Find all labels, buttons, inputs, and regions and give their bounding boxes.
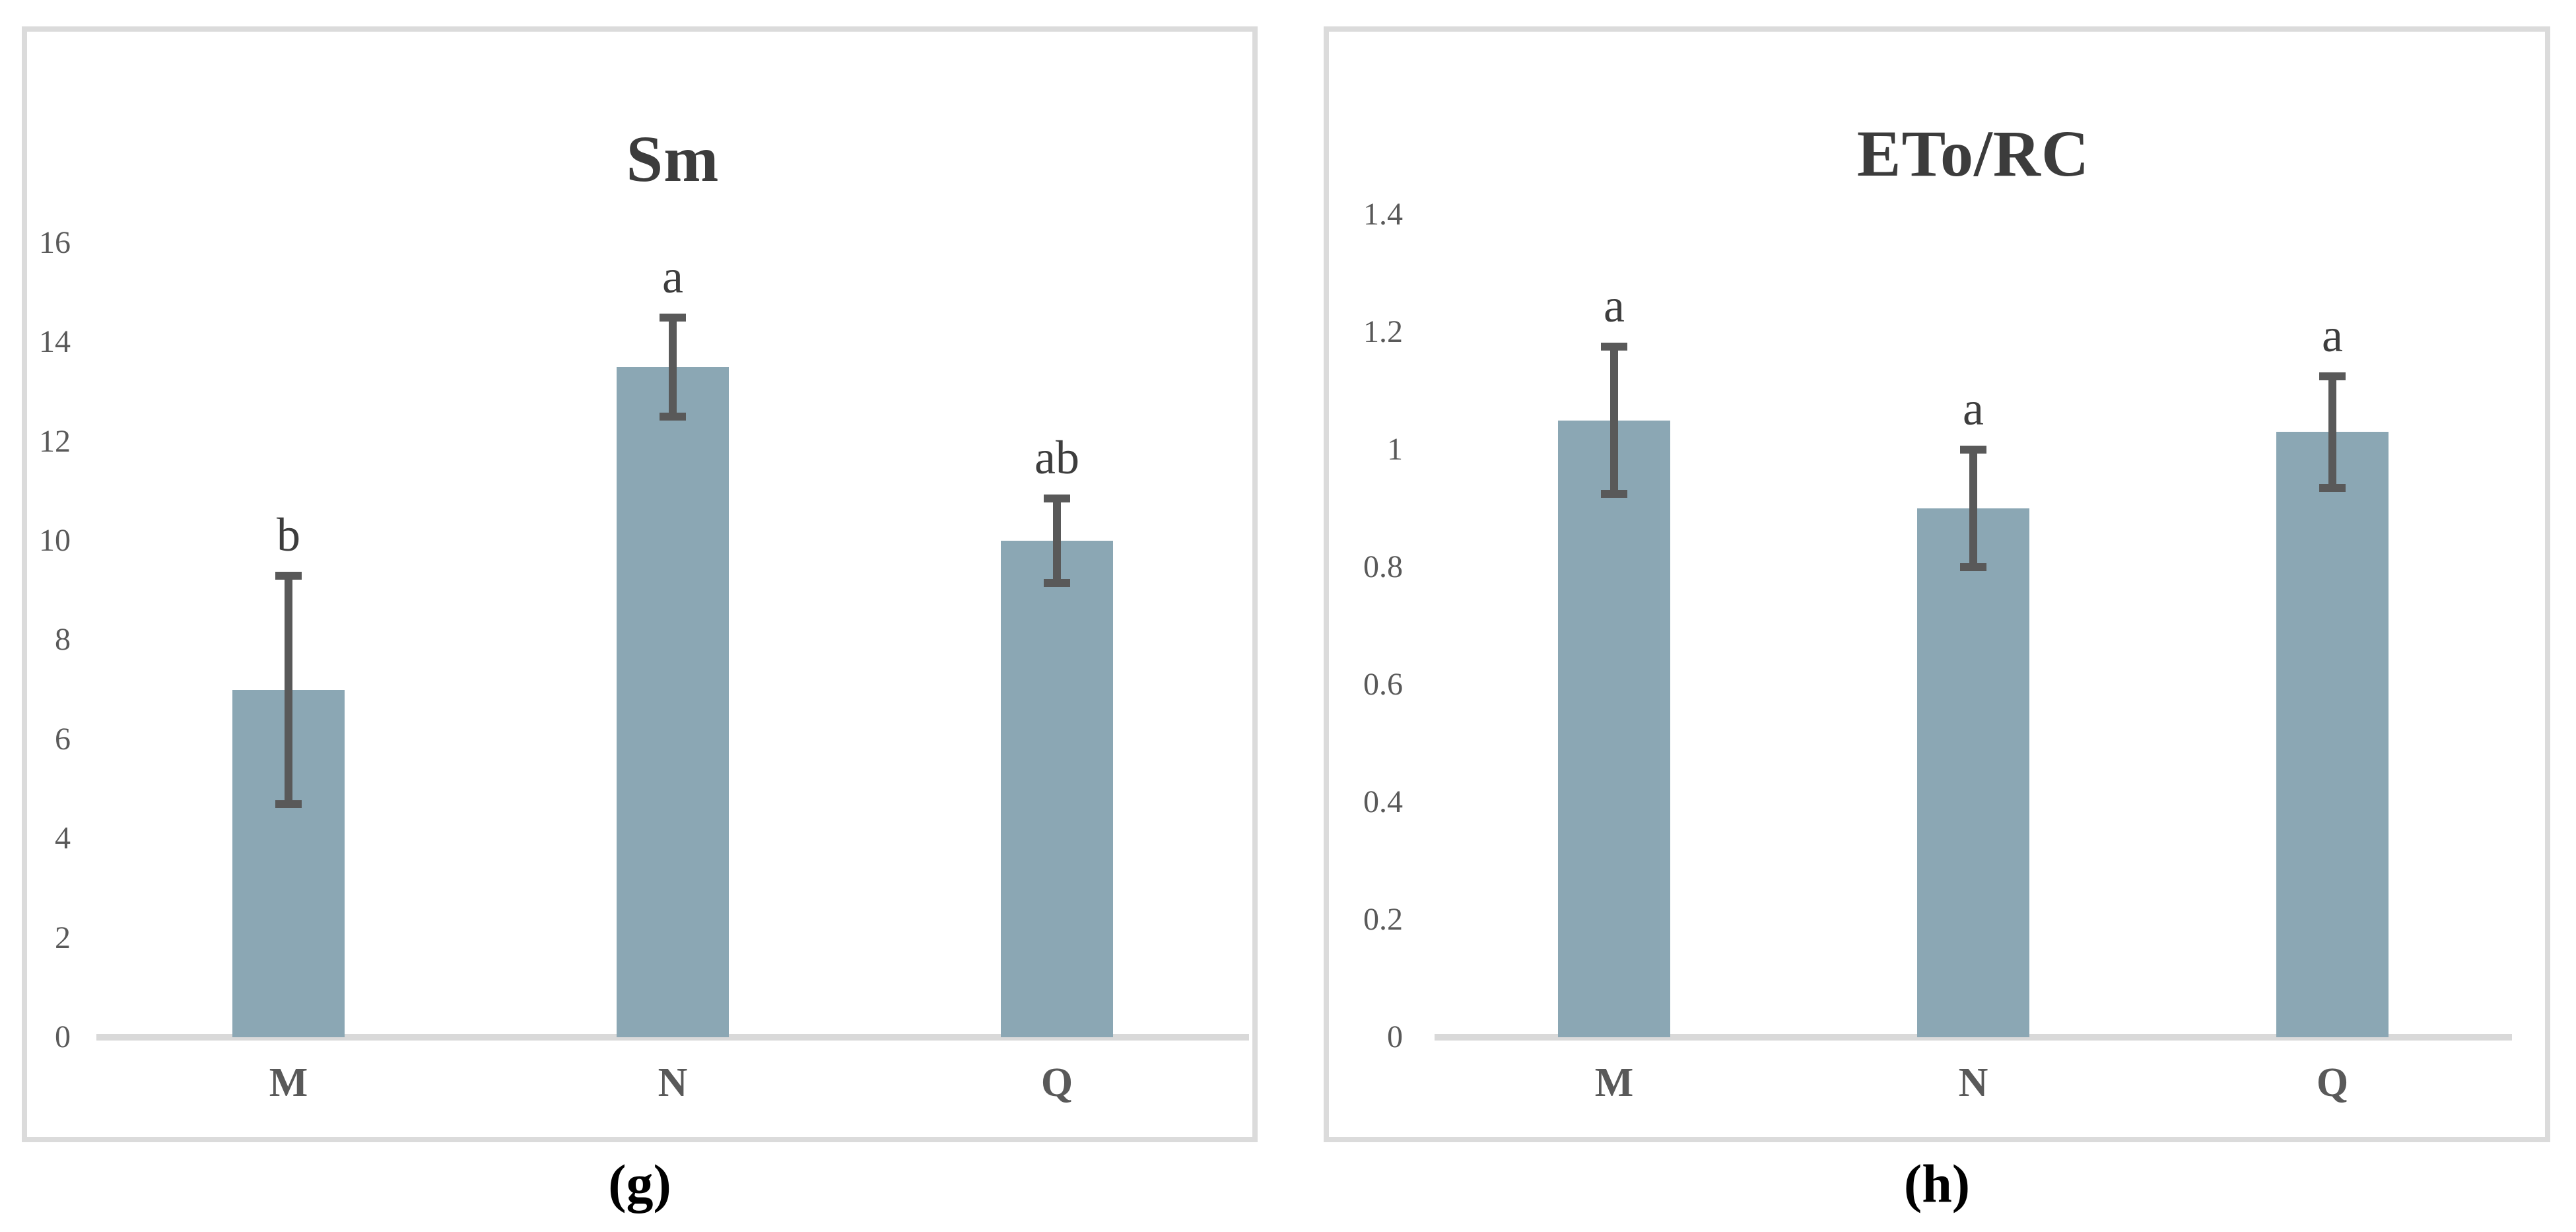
significance-letter-N: a <box>1963 382 1984 435</box>
y-tick-label: 10 <box>39 523 71 558</box>
bar-M <box>1558 420 1670 1037</box>
error-bar-line-M <box>285 575 292 804</box>
y-tick-label: 6 <box>55 721 71 757</box>
error-bar-cap-bottom-Q <box>1044 578 1070 587</box>
subfigure-caption-h: (h) <box>1903 1153 1971 1214</box>
x-category-label-N: N <box>658 1060 688 1105</box>
y-tick-label: 4 <box>55 821 71 856</box>
y-tick-label: 1.2 <box>1363 314 1403 349</box>
y-tick-label: 14 <box>39 324 71 360</box>
chart-title-eto-rc: ETo/RC <box>1856 117 2090 190</box>
y-tick-label: 0.6 <box>1363 667 1403 702</box>
x-axis-line <box>96 1034 1249 1041</box>
y-tick-label: 16 <box>39 224 71 260</box>
error-bar-line-M <box>1610 347 1618 494</box>
bar-Q <box>1001 541 1113 1037</box>
y-tick-label: 8 <box>55 622 71 658</box>
error-bar-cap-bottom-N <box>660 413 686 421</box>
error-bar-line-N <box>669 317 677 417</box>
error-bar-cap-bottom-Q <box>2319 483 2346 492</box>
significance-letter-M: a <box>1604 279 1625 333</box>
error-bar-cap-bottom-M <box>1601 489 1627 498</box>
bar-N <box>617 366 729 1037</box>
error-bar-line-N <box>1969 450 1977 567</box>
x-category-label-N: N <box>1958 1060 1988 1105</box>
y-tick-label: 0.8 <box>1363 549 1403 584</box>
y-tick-label: 1 <box>1387 432 1403 467</box>
x-category-label-Q: Q <box>2316 1060 2349 1105</box>
y-tick-label: 0 <box>1387 1019 1403 1054</box>
error-bar-cap-top-N <box>660 313 686 322</box>
x-category-label-M: M <box>1594 1060 1634 1105</box>
y-tick-label: 1.4 <box>1363 197 1403 232</box>
error-bar-line-Q <box>2328 376 2336 488</box>
significance-letter-M: b <box>277 508 300 561</box>
y-tick-label: 0.2 <box>1363 902 1403 937</box>
chart-title-sm: Sm <box>626 122 720 195</box>
bar-Q <box>2276 432 2389 1037</box>
subfigure-caption-g: (g) <box>608 1153 671 1214</box>
x-category-label-M: M <box>269 1060 308 1105</box>
y-tick-label: 0 <box>55 1019 71 1054</box>
x-axis-line <box>1435 1034 2512 1041</box>
y-tick-label: 2 <box>55 920 71 955</box>
error-bar-cap-top-M <box>1601 343 1627 351</box>
error-bar-cap-top-N <box>1960 446 1986 454</box>
x-category-label-Q: Q <box>1040 1060 1073 1105</box>
error-bar-cap-top-Q <box>2319 372 2346 380</box>
error-bar-cap-top-Q <box>1044 495 1070 503</box>
error-bar-cap-bottom-M <box>275 800 302 808</box>
bar-N <box>1917 508 2029 1037</box>
y-tick-label: 12 <box>39 423 71 459</box>
y-tick-label: 0.4 <box>1363 784 1403 819</box>
significance-letter-N: a <box>662 250 683 303</box>
error-bar-cap-bottom-N <box>1960 563 1986 571</box>
significance-letter-Q: ab <box>1034 431 1079 485</box>
error-bar-line-Q <box>1053 498 1061 583</box>
significance-letter-Q: a <box>2322 308 2343 362</box>
error-bar-cap-top-M <box>275 571 302 580</box>
